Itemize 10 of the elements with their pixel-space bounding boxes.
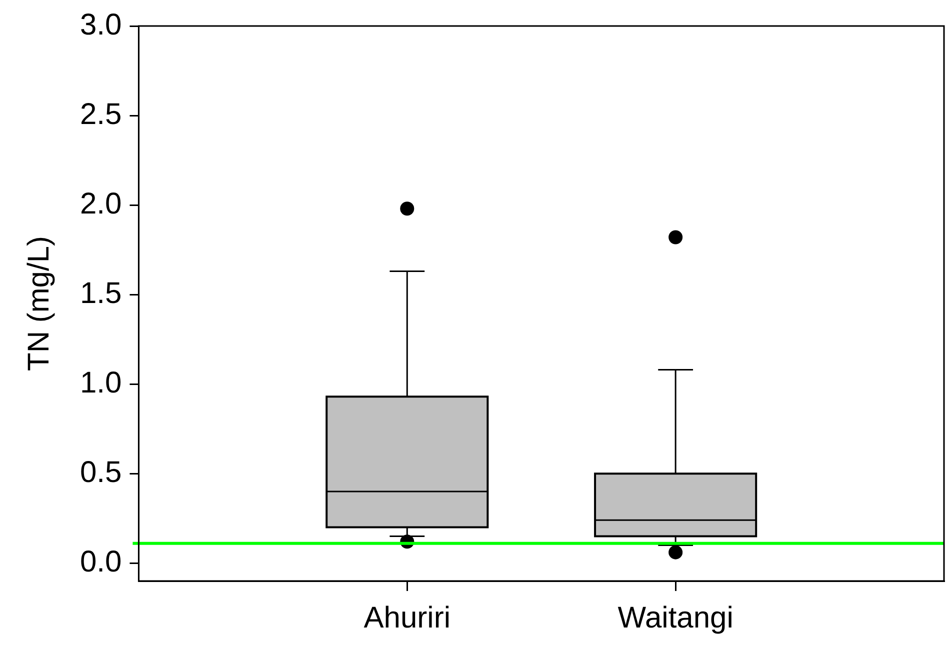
y-tick-label: 1.0 bbox=[80, 366, 122, 400]
x-tick-label: Waitangi bbox=[618, 601, 734, 634]
y-axis-title: TN (mg/L) bbox=[22, 236, 56, 371]
y-tick-label: 0.5 bbox=[80, 456, 122, 489]
y-tick-label: 0.0 bbox=[80, 545, 122, 578]
y-tick-label: 3.0 bbox=[80, 8, 122, 42]
y-tick-label: 1.5 bbox=[80, 276, 122, 310]
x-tick-label: Ahuriri bbox=[364, 601, 450, 634]
y-tick-label: 2.0 bbox=[80, 187, 122, 220]
y-tick-label: 2.5 bbox=[80, 98, 122, 131]
